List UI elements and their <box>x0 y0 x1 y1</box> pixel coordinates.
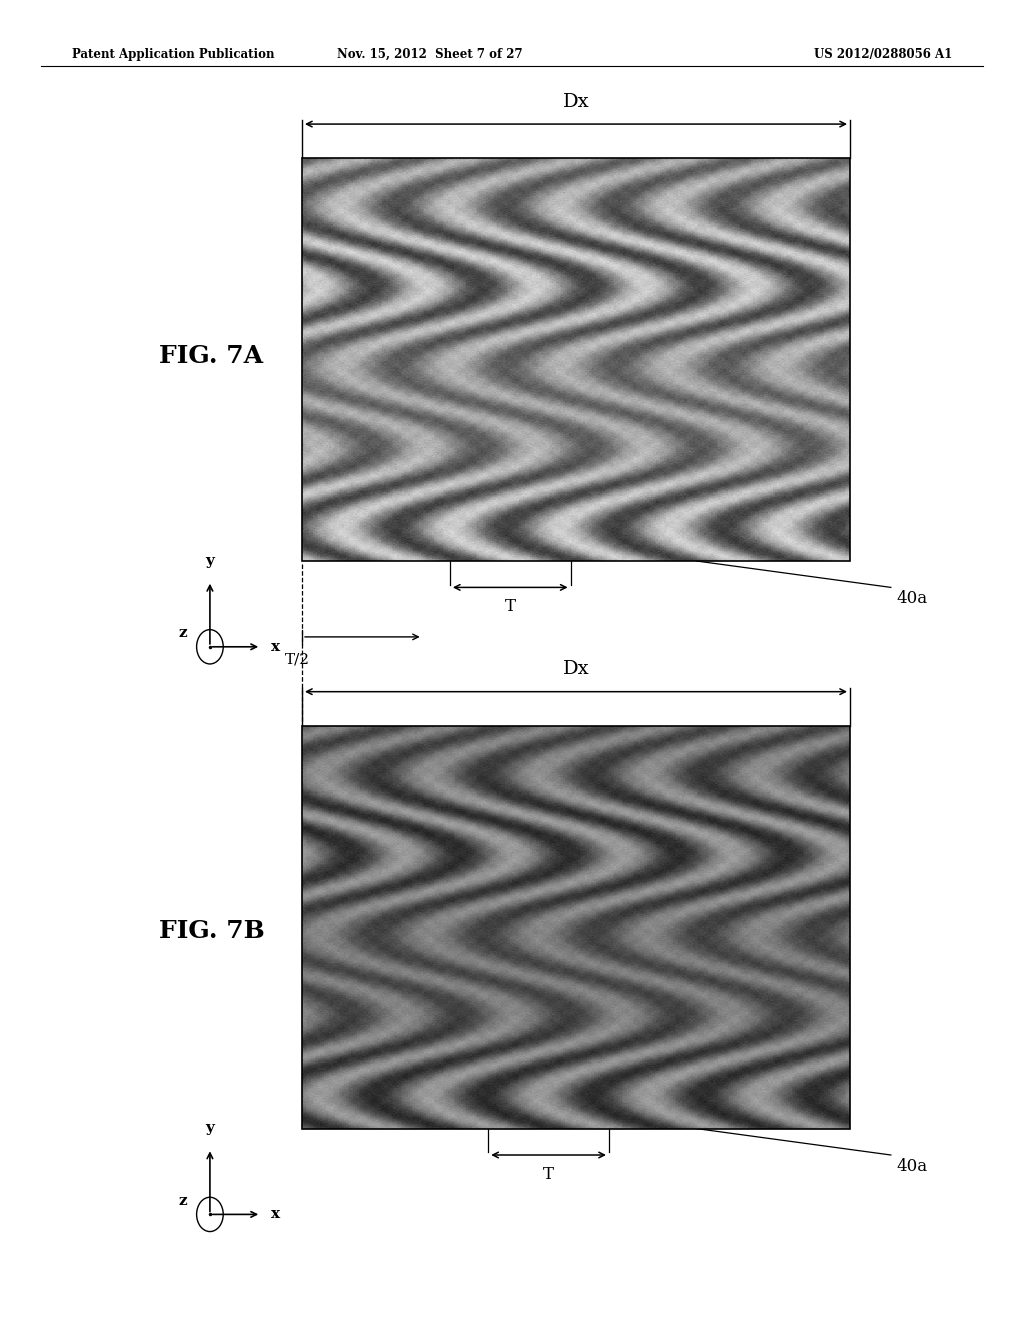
Text: y: y <box>206 1121 214 1135</box>
Text: T/2: T/2 <box>285 653 309 667</box>
Text: Nov. 15, 2012  Sheet 7 of 27: Nov. 15, 2012 Sheet 7 of 27 <box>337 48 523 61</box>
Text: x: x <box>271 640 281 653</box>
Text: y: y <box>206 553 214 568</box>
Text: 40a: 40a <box>896 1158 927 1175</box>
Bar <box>302 158 850 561</box>
Text: FIG. 7B: FIG. 7B <box>159 919 264 942</box>
Text: FIG. 7A: FIG. 7A <box>159 345 263 368</box>
Text: T: T <box>543 1166 554 1183</box>
Text: Dx: Dx <box>562 660 590 678</box>
Text: Patent Application Publication: Patent Application Publication <box>72 48 274 61</box>
Text: x: x <box>271 1208 281 1221</box>
Bar <box>302 726 850 1129</box>
Text: z: z <box>179 626 187 640</box>
Text: 40a: 40a <box>896 590 927 607</box>
Text: US 2012/0288056 A1: US 2012/0288056 A1 <box>814 48 952 61</box>
Text: T: T <box>505 598 516 615</box>
Text: Dx: Dx <box>562 92 590 111</box>
Text: z: z <box>179 1193 187 1208</box>
